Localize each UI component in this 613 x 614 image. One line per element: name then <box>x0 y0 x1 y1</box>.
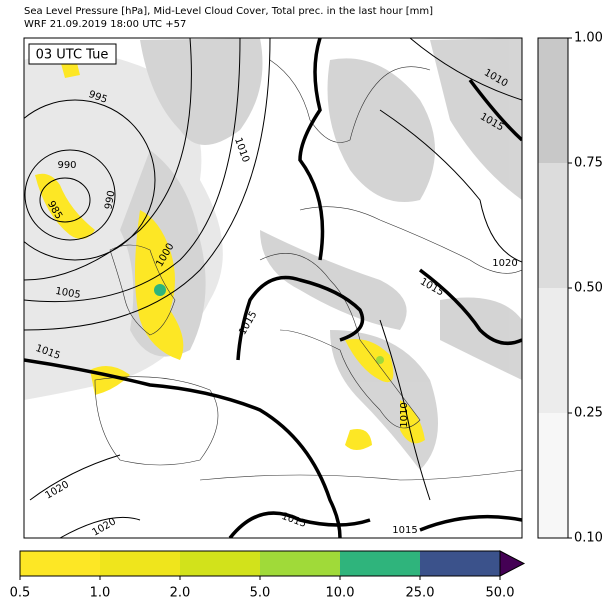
map-frame <box>23 37 523 539</box>
isobar-label: 990 <box>57 160 76 171</box>
colorbar-segment <box>420 551 500 576</box>
title: Sea Level Pressure [hPa], Mid-Level Clou… <box>24 6 433 17</box>
isobar-label: 1020 <box>492 258 517 269</box>
colorbar-tick-label: 25.0 <box>406 586 435 601</box>
colorbar-tick-label: 0.5 <box>10 586 31 601</box>
isobars <box>24 38 522 538</box>
cloud-colorbar: 0.10 0.25 0.50 0.75 1.00 <box>537 31 603 546</box>
colorbar-tick-label: 0.10 <box>574 531 603 546</box>
colorbar-extend <box>499 550 526 577</box>
colorbar-tick-label: 1.0 <box>90 586 111 601</box>
colorbar-segment <box>100 551 180 576</box>
colorbar-tick-label: 1.00 <box>574 31 603 46</box>
colorbar-tick-label: 10.0 <box>326 586 355 601</box>
colorbar-segment <box>538 38 568 163</box>
isobar-label: 1010 <box>399 402 410 427</box>
cloud-cover <box>24 38 522 470</box>
colorbar-tick-label: 0.75 <box>574 156 603 171</box>
colorbar-segment <box>180 551 260 576</box>
isobar-label: 1005 <box>54 286 81 301</box>
subtitle: WRF 21.09.2019 18:00 UTC +57 <box>24 19 186 30</box>
isobar-label: 990 <box>103 190 117 211</box>
colorbar-tick-label: 50.0 <box>486 586 515 601</box>
colorbar-segment <box>538 413 568 538</box>
time-box <box>28 43 117 65</box>
precip-colorbar: 0.5 1.0 2.0 5.0 10.0 25.0 50.0 <box>10 550 526 601</box>
map: 1010 1015 995 1010 990 990 985 1000 1020… <box>24 38 522 538</box>
colorbar-tick-label: 5.0 <box>250 586 271 601</box>
coastlines <box>94 59 522 481</box>
colorbar-segment <box>260 551 340 576</box>
colorbar-segment <box>20 551 100 576</box>
isobar-label: 1015 <box>392 525 417 536</box>
colorbar-tick-label: 2.0 <box>170 586 191 601</box>
time-label: 03 UTC Tue <box>36 48 109 63</box>
colorbar-segment <box>538 163 568 288</box>
colorbar-tick-label: 0.50 <box>574 281 603 296</box>
colorbar-tick-label: 0.25 <box>574 406 603 421</box>
colorbar-segment <box>340 551 420 576</box>
colorbar-segment <box>538 288 568 413</box>
